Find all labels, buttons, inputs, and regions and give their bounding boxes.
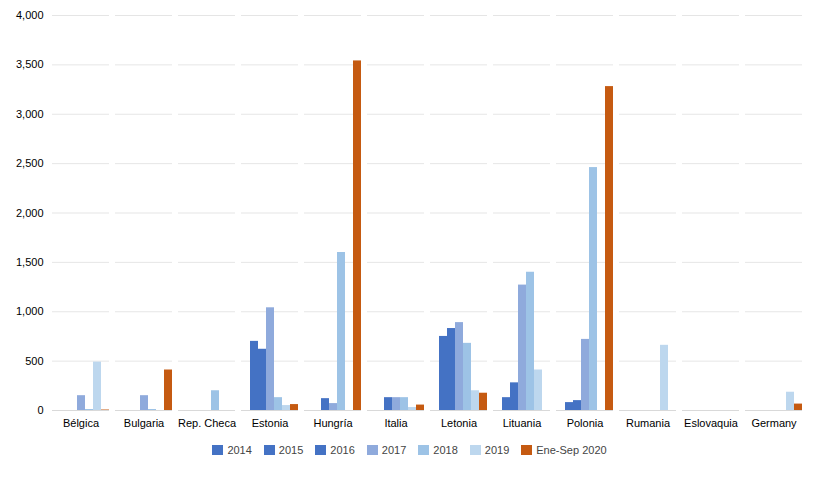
svg-text:Lituania: Lituania (503, 417, 542, 429)
html-text:2019: 2019 (484, 444, 510, 456)
html-text:2018: 2018 (433, 444, 458, 456)
html-text:2015: 2015 (278, 444, 304, 456)
svg-text:Bulgaria: Bulgaria (124, 417, 165, 429)
html-text:2014: 2014 (227, 444, 252, 456)
svg-text:2,500: 2,500 (16, 157, 44, 169)
svg-text:Estonia: Estonia (252, 417, 290, 429)
svg-text:Germany: Germany (751, 417, 797, 429)
svg-text:Eslovaquia: Eslovaquia (684, 417, 739, 429)
svg-text:1,500: 1,500 (16, 256, 44, 268)
svg-text:Bélgica: Bélgica (63, 417, 100, 429)
svg-text:Italia: Italia (384, 417, 408, 429)
svg-text:Letonia: Letonia (441, 417, 478, 429)
svg-text:Hungría: Hungría (313, 417, 353, 429)
svg-text:Rumania: Rumania (626, 417, 671, 429)
svg-text:500: 500 (25, 355, 43, 367)
svg-text:Polonia: Polonia (567, 417, 605, 429)
svg-text:3,000: 3,000 (16, 108, 44, 120)
svg-text:4,000: 4,000 (16, 9, 44, 21)
svg-text:Rep. Checa: Rep. Checa (178, 417, 237, 429)
svg-text:1,000: 1,000 (16, 305, 44, 317)
svg-text:2,000: 2,000 (16, 207, 44, 219)
svg-text:3,500: 3,500 (16, 58, 44, 70)
svg-text:0: 0 (37, 404, 43, 416)
html-text:2016: 2016 (330, 444, 355, 456)
html-text:2017: 2017 (381, 444, 407, 456)
html-text:Ene-Sep 2020: Ene-Sep 2020 (536, 444, 607, 456)
